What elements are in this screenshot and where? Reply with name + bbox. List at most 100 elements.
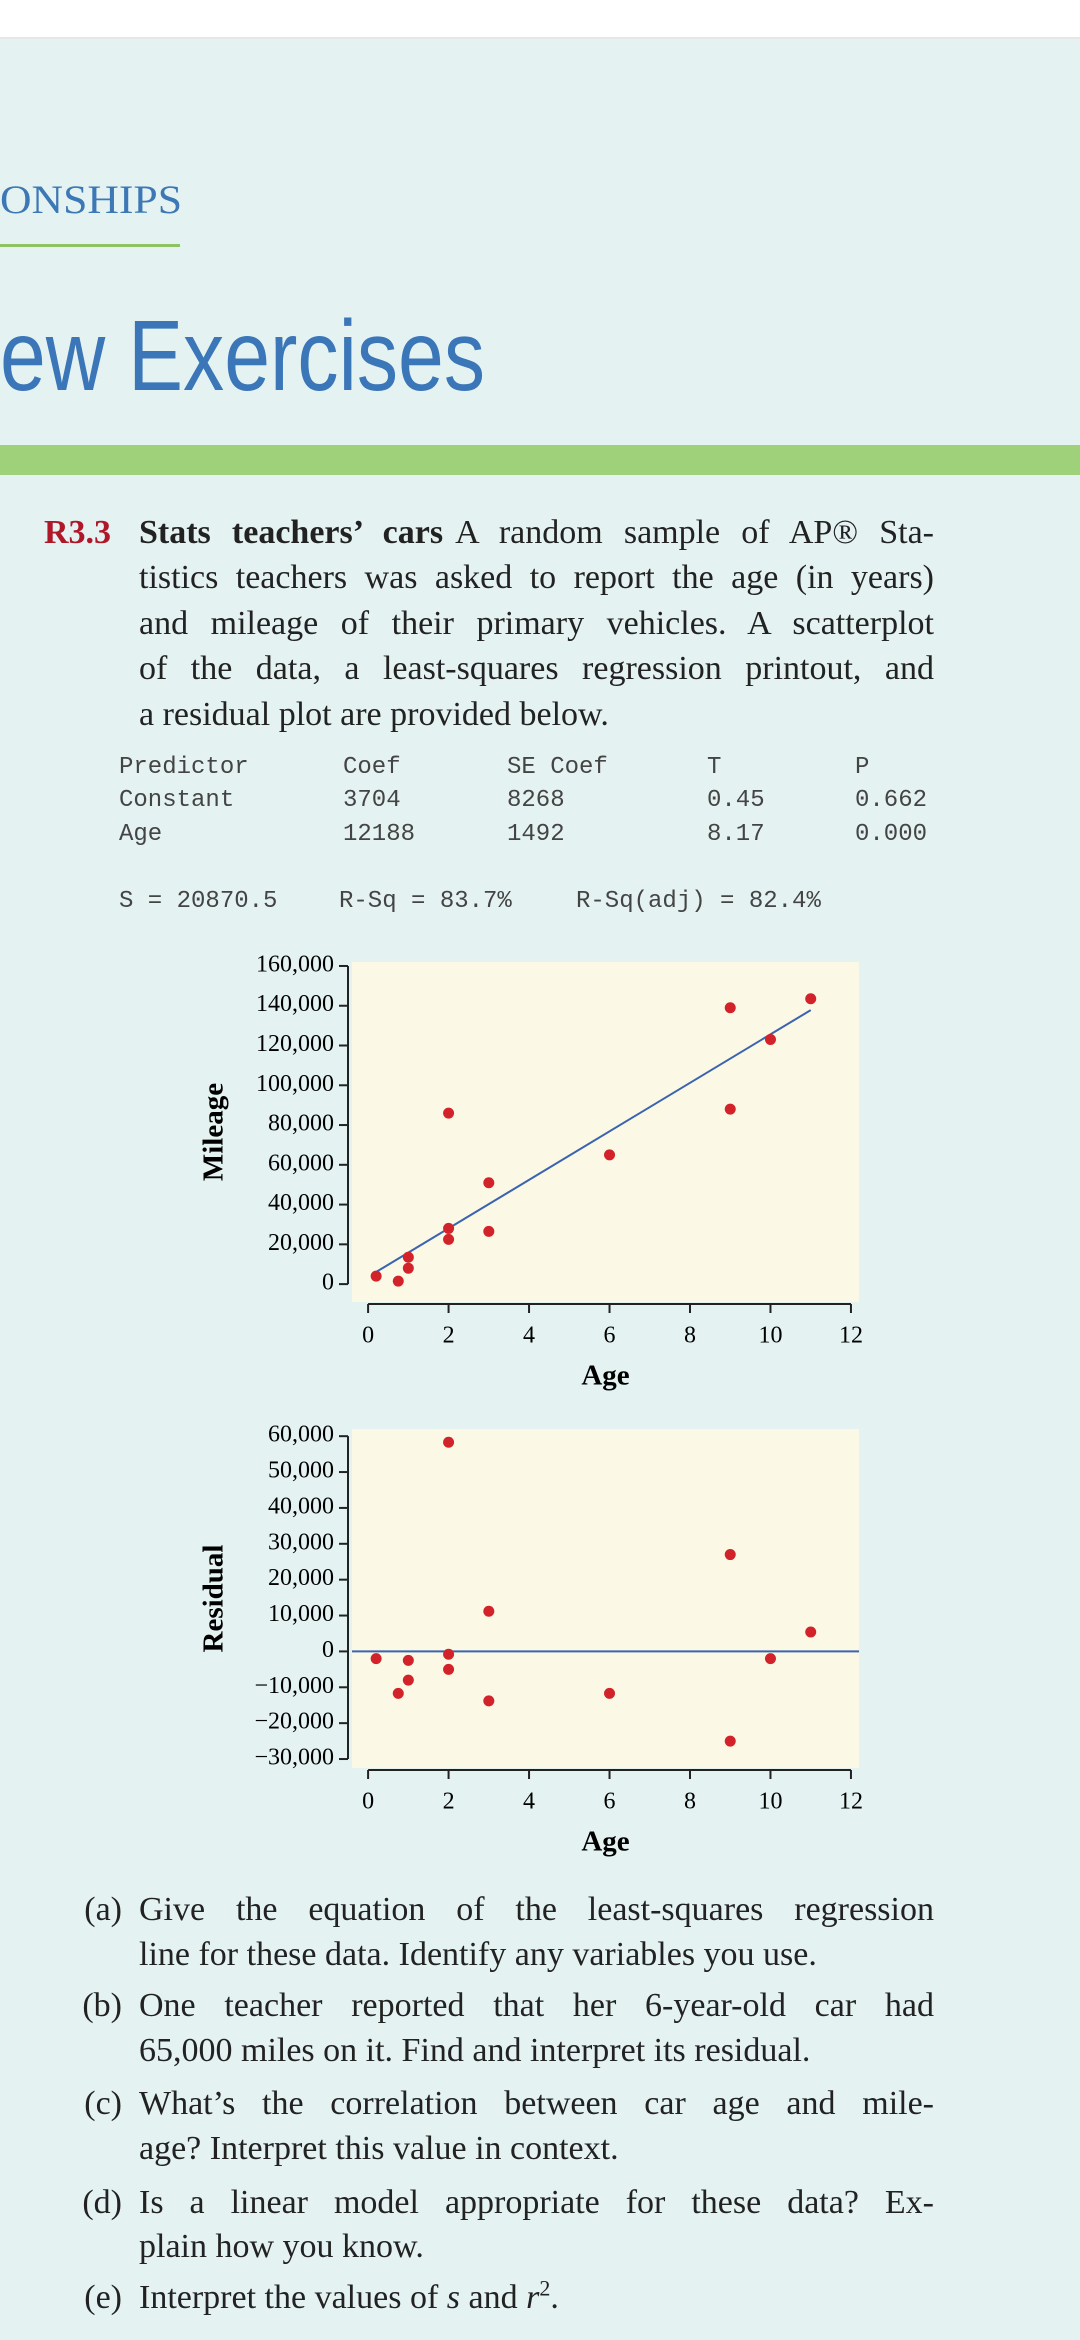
point [443,1222,455,1234]
exercise-text: and mileage of their primary vehicles. A… [139,605,934,642]
exercise-line: a residual plot are provided below. [139,692,934,737]
table-cell: 8.17 [707,821,765,848]
point [443,1233,455,1245]
point [483,1177,495,1189]
x-tick-label: 4 [523,1789,535,1815]
exercise-line: and mileage of their primary vehicles. A… [139,601,934,646]
question-line: plain how you know. [139,2228,424,2265]
point [805,1626,817,1638]
question-label: (c) [84,2085,122,2122]
question-label: (a) [84,1891,122,1928]
table-cell: 0.000 [855,821,928,848]
table-cell: 8268 [507,787,565,814]
y-tick-label: 160,000 [256,951,334,977]
summary-stat: R-Sq = 83.7% [339,888,512,915]
x-tick-label: 10 [758,1323,782,1349]
point [764,1034,776,1046]
x-tick-label: 8 [684,1323,696,1349]
question-line: Give the equation of the least-squares r… [139,1891,934,1928]
point [402,1674,414,1686]
y-tick-label: −10,000 [254,1673,334,1699]
question-line: line for these data. Identify any variab… [139,1936,817,1973]
y-tick-label: −30,000 [254,1745,334,1771]
question-text: and [460,2279,527,2316]
question-text: 2 [539,2275,551,2301]
y-tick-label: 60,000 [268,1150,334,1176]
question-line: 65,000 miles on it. Find and interpret i… [139,2032,811,2069]
y-tick-label: 0 [322,1637,334,1663]
question-label: (d) [82,2184,122,2221]
exercise-text: a residual plot are provided below. [139,696,609,733]
point [443,1663,455,1675]
question-line: Interpret the values of s and r2. [139,2275,934,2320]
x-tick-label: 2 [443,1323,455,1349]
x-tick-label: 0 [362,1323,374,1349]
y-tick-label: 120,000 [256,1031,334,1057]
question-text: . [550,2279,559,2316]
green-band [0,445,1080,475]
plot-background [352,1429,859,1768]
point [724,1103,736,1115]
exercise-number: R3.3 [44,514,112,551]
x-tick-label: 2 [443,1789,455,1815]
y-tick-label: 100,000 [256,1071,334,1097]
exercise-text: tistics teachers was asked to report the… [139,559,934,596]
exercise-line: tistics teachers was asked to report the… [139,555,934,600]
question-line: What’s the correlation between car age a… [139,2085,934,2122]
x-axis-title: Age [581,1826,629,1858]
point [392,1275,404,1287]
point [724,1002,736,1014]
table-cell: 3704 [343,787,401,814]
point [392,1687,404,1699]
y-tick-label: 0 [322,1270,334,1296]
y-axis-title: Mileage [198,1083,230,1181]
point [483,1695,495,1707]
y-tick-label: 140,000 [256,991,334,1017]
table-cell: 0.662 [855,787,928,814]
point [402,1262,414,1274]
question-text: Interpret the values of [139,2279,447,2316]
question-label: (e) [84,2279,122,2316]
point [764,1653,776,1665]
question-line: age? Interpret this value in context. [139,2130,619,2167]
point [370,1653,382,1665]
y-tick-label: 40,000 [268,1190,334,1216]
exercise-title: Stats teachers’ cars [139,514,444,551]
point [443,1107,455,1119]
exercise-text: A random sample of AP® Sta- [455,514,934,551]
table-header: P [855,754,870,781]
point [483,1605,495,1617]
y-tick-label: −20,000 [254,1709,334,1735]
y-tick-label: 30,000 [268,1529,334,1555]
point [724,1735,736,1747]
point [370,1270,382,1282]
x-tick-label: 12 [839,1323,863,1349]
point [724,1549,736,1561]
table-cell: 12188 [343,821,416,848]
point [483,1225,495,1237]
question-line: One teacher reported that her 6-year-old… [139,1987,934,2024]
y-tick-label: 20,000 [268,1565,334,1591]
y-tick-label: 20,000 [268,1230,334,1256]
table-header: T [707,754,722,781]
exercise-line: of the data, a least-squares regression … [139,646,934,691]
table-header: Predictor [119,754,249,781]
x-tick-label: 0 [362,1789,374,1815]
point [443,1436,455,1448]
table-cell: 0.45 [707,787,765,814]
table-header: SE Coef [507,754,608,781]
question-label: (b) [82,1987,122,2024]
question-text: s [446,2279,460,2316]
exercise-line: Stats teachers’ cars A random sample of A… [139,510,934,555]
x-tick-label: 12 [839,1789,863,1815]
x-tick-label: 6 [604,1323,616,1349]
table-cell: Age [119,821,163,848]
plot-background [352,962,859,1302]
point [402,1654,414,1666]
y-tick-label: 10,000 [268,1601,334,1627]
y-tick-label: 60,000 [268,1422,334,1448]
top-strip [0,0,1080,39]
y-tick-label: 80,000 [268,1111,334,1137]
y-axis-title: Residual [198,1545,230,1653]
